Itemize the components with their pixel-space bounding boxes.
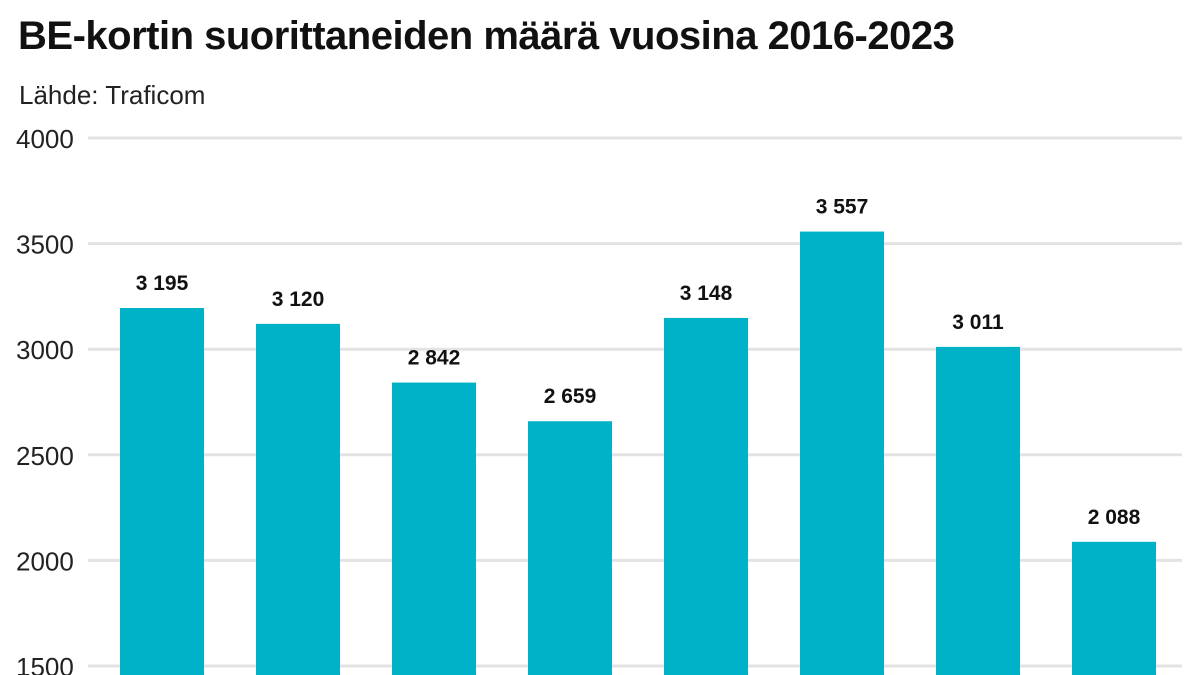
data-label-2023: 2 088 [1088,506,1141,529]
bar-2016 [120,308,204,675]
y-tick-label: 3000 [16,335,74,365]
bar-2019 [528,421,612,675]
data-label-2022: 3 011 [952,311,1004,334]
data-label-2017: 3 120 [272,288,325,311]
bar-2017 [256,323,340,675]
data-label-2018: 2 842 [408,347,461,370]
y-tick-label: 3500 [16,230,74,260]
bar-2022 [936,346,1020,675]
y-tick-label: 2000 [16,546,74,576]
data-label-2021: 3 557 [816,196,869,219]
chart-title: BE-kortin suorittaneiden määrä vuosina 2… [18,14,955,58]
data-labels: 3 195 3 120 2 842 2 659 3 148 3 557 3 011 2 088 [136,196,1141,529]
bar-2023 [1072,541,1156,675]
bars [120,231,1156,675]
bar-2021 [800,231,884,675]
data-label-2020: 3 148 [680,282,733,305]
chart-subtitle: Lähde: Traficom [19,80,206,110]
bar-2020 [664,317,748,675]
data-label-2016: 3 195 [136,272,189,295]
y-tick-label: 2500 [16,441,74,471]
y-axis-ticks: 1500 2000 2500 3000 3500 4000 [16,124,74,675]
data-label-2019: 2 659 [544,385,597,408]
bar-2018 [392,382,476,675]
y-tick-label: 4000 [16,124,74,154]
y-tick-label: 1500 [16,652,74,675]
